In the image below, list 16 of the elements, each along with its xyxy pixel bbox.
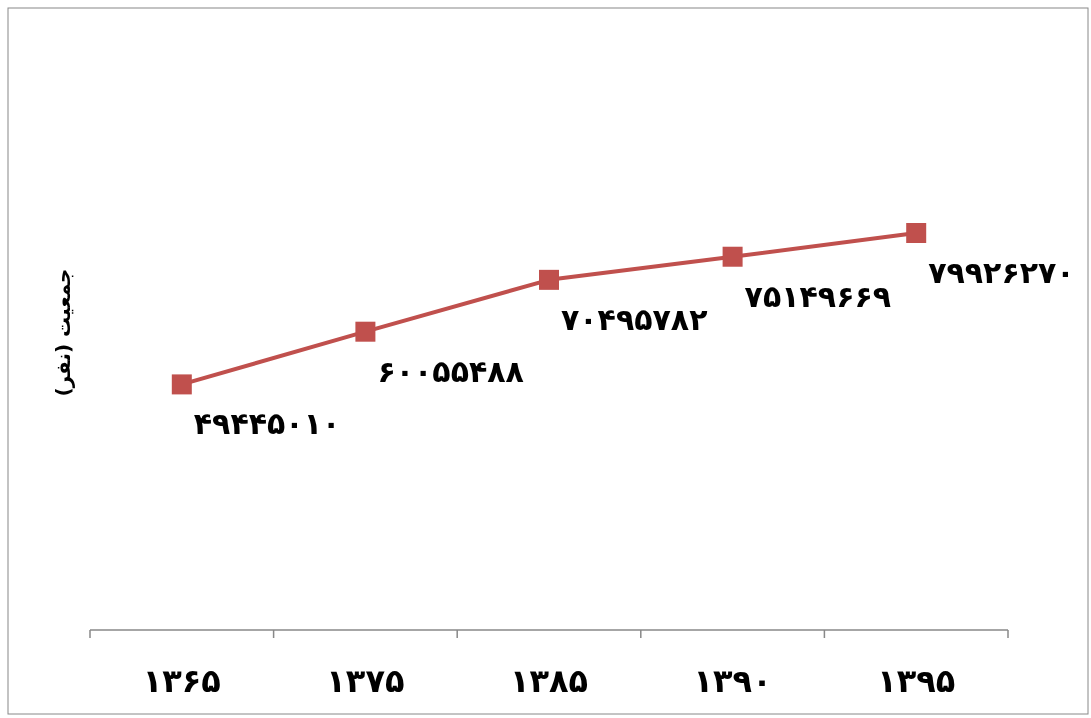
x-tick-label: ۱۳۷۵	[326, 662, 405, 700]
point	[722, 246, 743, 267]
point	[355, 321, 376, 342]
x-tick-label: ۱۳۸۵	[509, 662, 589, 700]
point	[539, 269, 559, 290]
x-tick-label: ۱۳۶۵	[142, 662, 221, 700]
y-axis-title: جمعیت (نفر)	[51, 268, 75, 397]
point	[171, 374, 192, 395]
x-tick-label: ۱۳۹۵	[877, 662, 956, 700]
data-label: ۷۵۱۴۹۶۶۹	[744, 278, 892, 314]
x-tick-label: ۱۳۹۰	[693, 662, 772, 700]
point	[906, 223, 927, 243]
data-label: ۶۰۰۵۵۴۸۸	[377, 353, 524, 389]
data-label: ۷۹۹۲۶۲۷۰	[928, 255, 1075, 290]
data-label: ۴۹۴۴۵۰۱۰	[193, 406, 341, 442]
data-label: ۷۰۴۹۵۷۸۲	[561, 301, 708, 337]
